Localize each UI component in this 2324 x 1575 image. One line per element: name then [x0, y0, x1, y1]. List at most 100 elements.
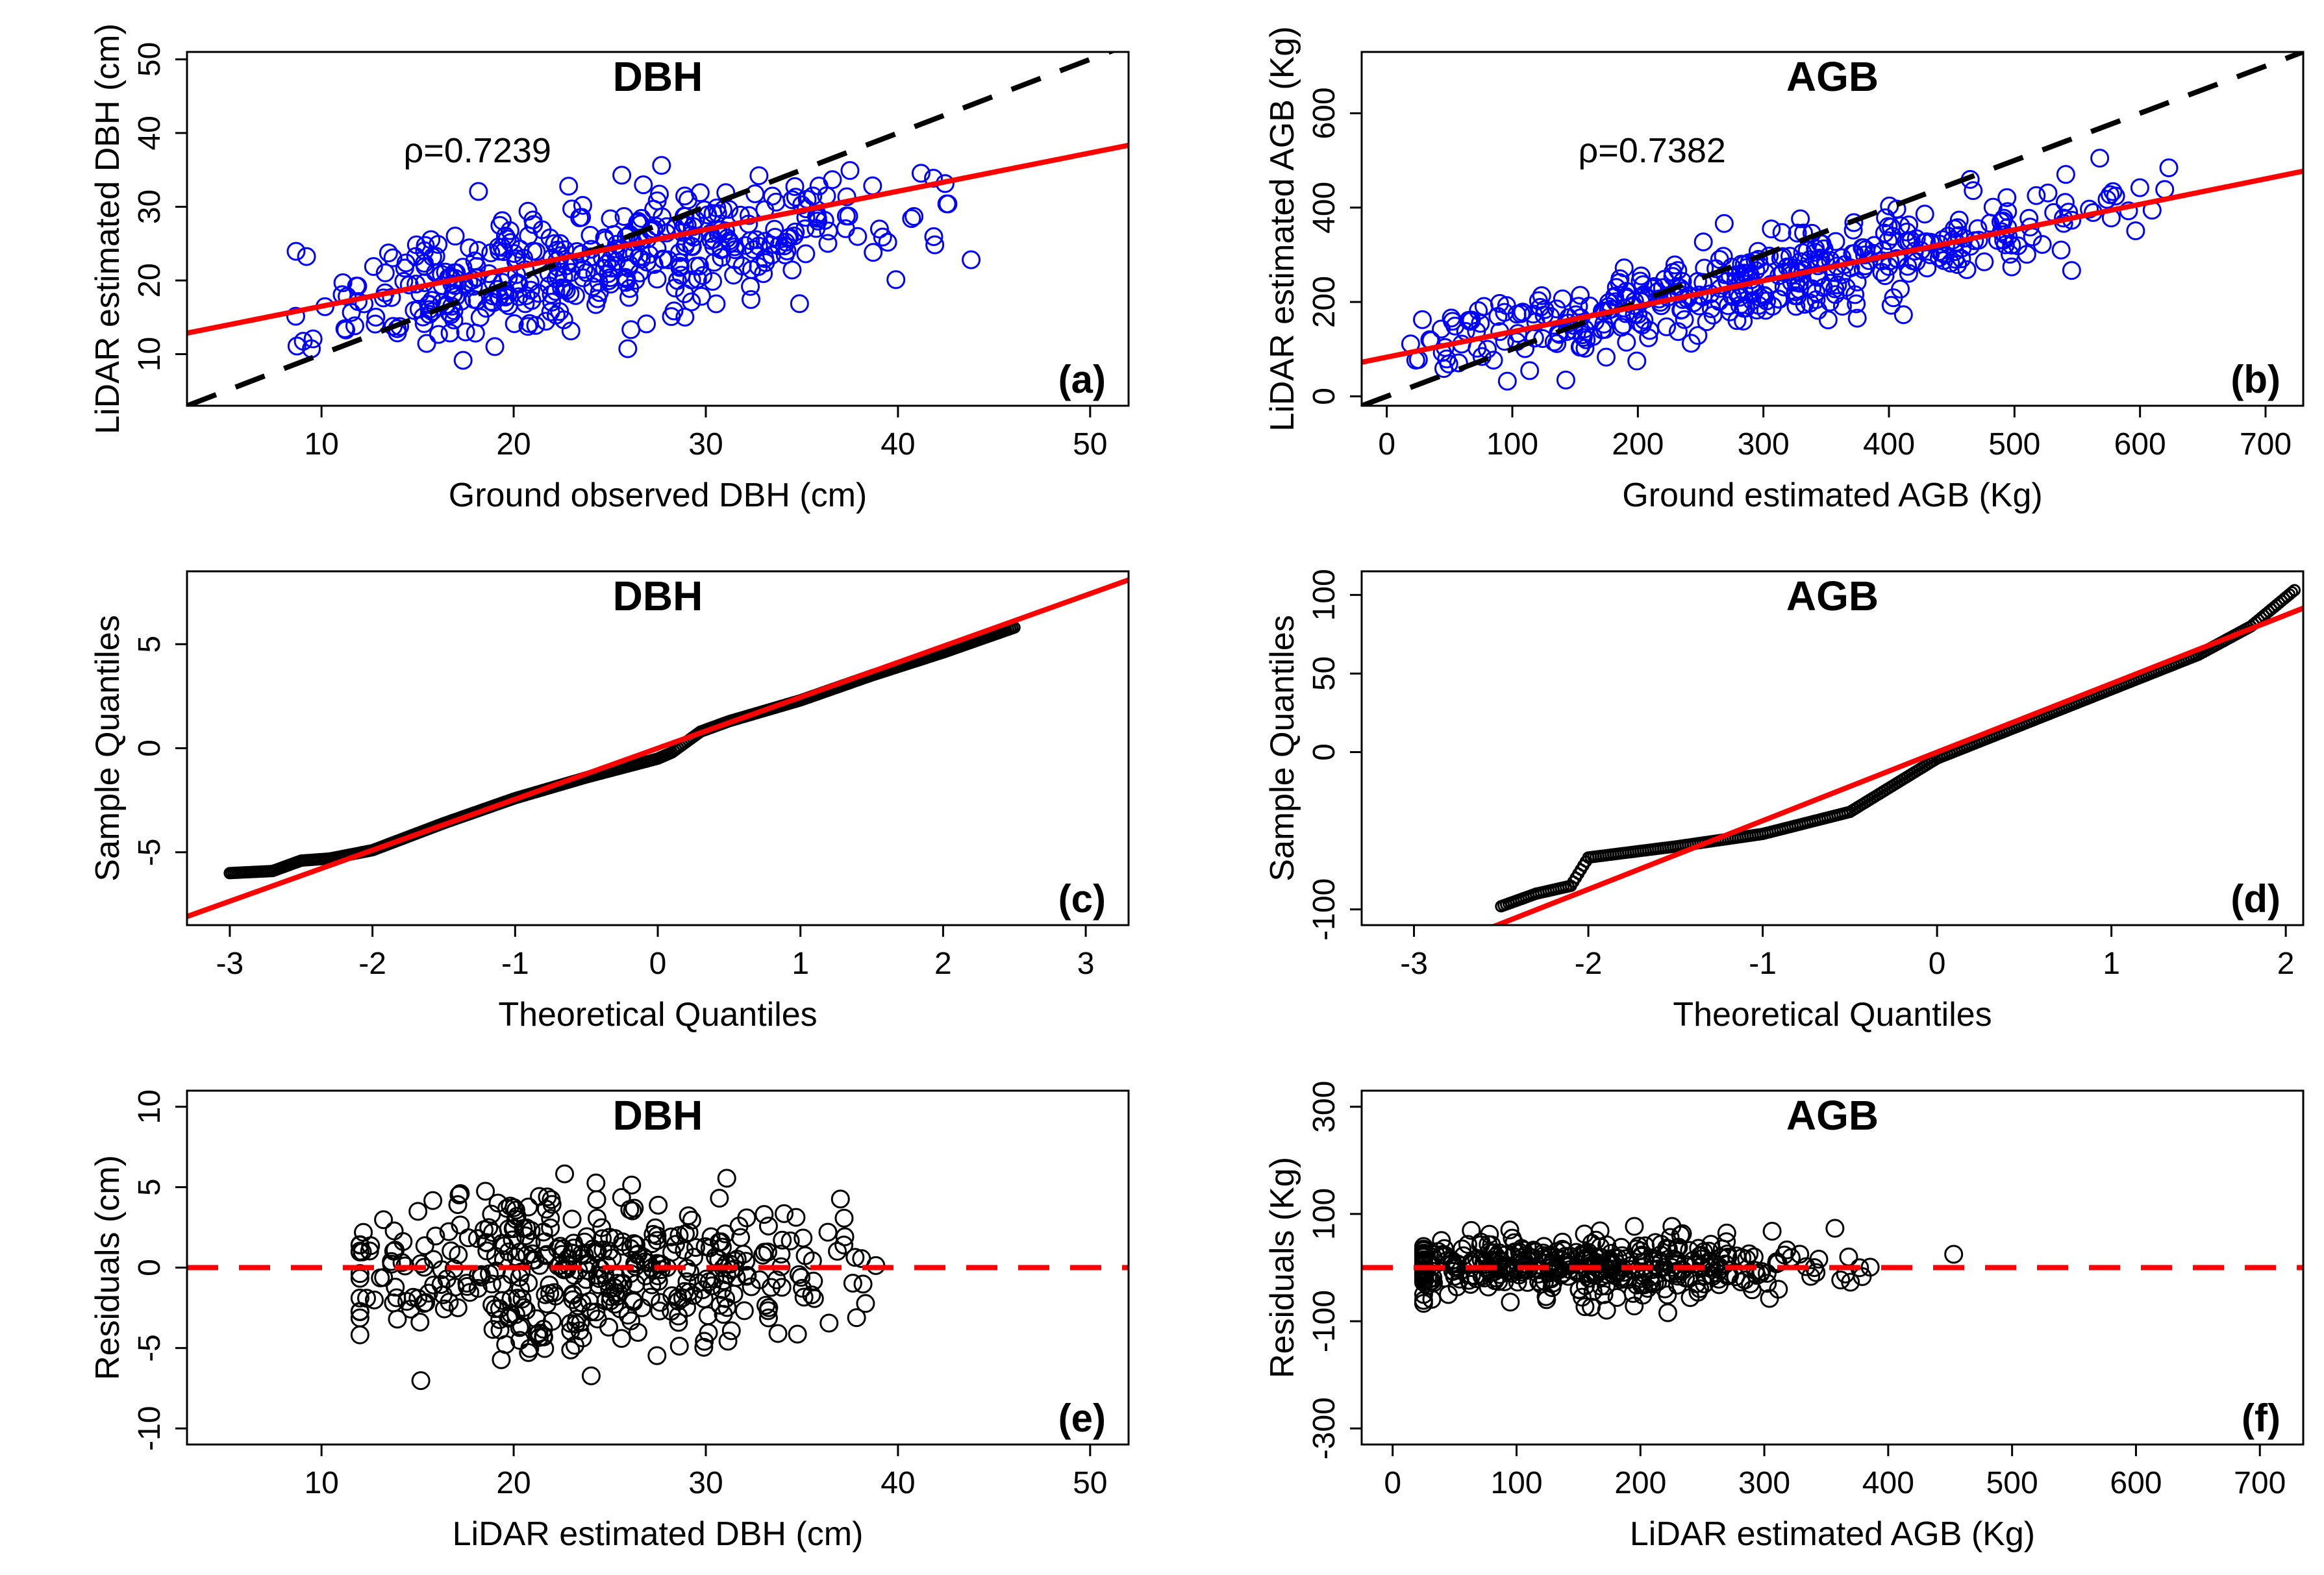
data-point — [555, 1164, 575, 1184]
data-point — [469, 241, 488, 260]
data-point — [1651, 1245, 1670, 1265]
data-point — [595, 259, 614, 279]
data-point — [1520, 361, 1540, 380]
data-point — [429, 325, 448, 344]
panel-a: 10 20 30 40 50 10 20 30 40 50 Ground observed DBH … — [89, 23, 1130, 514]
data-point — [350, 1302, 369, 1322]
data-point — [734, 1301, 754, 1321]
data-point — [460, 238, 479, 258]
data-point — [375, 263, 395, 282]
data-point — [1573, 325, 1592, 345]
data-point — [534, 1319, 553, 1339]
x-tick-label: 10 — [304, 1466, 338, 1500]
y-tick-label: 5 — [132, 1178, 167, 1196]
data-point — [2159, 158, 2179, 178]
data-point — [835, 1227, 855, 1246]
data-point — [688, 1273, 708, 1293]
data-point — [1556, 370, 1575, 390]
data-point — [552, 278, 571, 297]
data-point — [1806, 1263, 1826, 1282]
data-point — [1432, 1231, 1451, 1250]
data-point — [1755, 286, 1774, 305]
x-tick-label: 300 — [1738, 427, 1790, 462]
data-point — [622, 1175, 642, 1195]
data-point — [1825, 1219, 1845, 1238]
y-tick-label: -100 — [1307, 878, 1342, 941]
data-point — [620, 279, 640, 298]
data-point — [587, 1190, 606, 1209]
data-point — [516, 1301, 536, 1321]
data-point — [753, 1245, 773, 1265]
data-point — [621, 320, 641, 340]
data-point — [492, 238, 512, 257]
data-point — [453, 351, 473, 370]
panel-label: (e) — [1058, 1396, 1106, 1440]
reference-line — [187, 577, 1129, 919]
data-point — [938, 194, 958, 214]
data-point — [1855, 245, 1875, 265]
data-point — [526, 316, 545, 335]
y-axis-title: LiDAR estimated AGB (Kg) — [1264, 26, 1301, 431]
data-point — [670, 256, 690, 276]
data-point — [286, 242, 306, 261]
data-point — [1651, 1235, 1671, 1254]
data-point — [364, 257, 383, 277]
data-point — [445, 276, 464, 295]
data-point — [724, 266, 743, 285]
data-point — [382, 1252, 401, 1271]
data-point — [416, 257, 435, 277]
data-point — [1915, 205, 1934, 224]
data-point — [1668, 322, 1688, 341]
data-point — [755, 1205, 774, 1224]
y-tick-label: 0 — [1307, 388, 1342, 405]
data-point — [505, 1219, 524, 1238]
data-point — [469, 182, 488, 201]
data-point — [1500, 1221, 1519, 1240]
data-point — [682, 270, 701, 290]
data-point — [701, 1227, 721, 1246]
1-1-line — [1362, 52, 2303, 406]
data-point — [541, 1218, 560, 1237]
data-point — [736, 236, 755, 255]
data-point — [1860, 1258, 1880, 1277]
data-point — [1625, 1296, 1644, 1316]
x-tick-label: -3 — [1400, 947, 1428, 981]
x-tick-label: 200 — [1614, 1466, 1666, 1500]
data-point — [2155, 180, 2175, 199]
data-point — [695, 1237, 715, 1256]
data-point — [353, 1242, 372, 1261]
data-point — [1612, 1237, 1631, 1257]
data-point — [632, 208, 651, 228]
data-point — [529, 1323, 549, 1343]
data-point — [924, 227, 943, 246]
y-tick-label: 5 — [132, 636, 167, 653]
data-point — [1745, 251, 1765, 271]
data-point — [456, 322, 475, 341]
data-point — [710, 1295, 730, 1315]
data-point — [505, 314, 524, 333]
data-point — [684, 1248, 703, 1267]
data-point — [699, 1323, 718, 1343]
plot-frame — [1360, 1089, 2305, 1446]
data-point — [440, 1293, 459, 1312]
data-point — [383, 248, 403, 267]
x-tick-label: -3 — [216, 947, 244, 981]
correlation-annotation: ρ=0.7239 — [404, 131, 551, 170]
data-point — [599, 1241, 619, 1261]
data-point — [1414, 1241, 1433, 1260]
data-point — [1460, 312, 1480, 331]
x-tick-label: 300 — [1738, 1466, 1790, 1500]
data-point — [1569, 1280, 1589, 1299]
x-tick-label: 30 — [688, 1466, 723, 1500]
data-point — [406, 247, 425, 266]
data-point — [623, 1201, 642, 1221]
panel-label: (d) — [2230, 877, 2280, 921]
plot-area — [1362, 1217, 2303, 1322]
data-point — [1575, 338, 1595, 358]
data-point — [1627, 351, 1647, 371]
data-point — [1672, 300, 1692, 319]
data-point — [612, 166, 632, 185]
x-tick-label: 40 — [881, 1466, 915, 1500]
data-point — [1505, 1243, 1525, 1262]
panel-title: AGB — [1786, 1092, 1879, 1139]
